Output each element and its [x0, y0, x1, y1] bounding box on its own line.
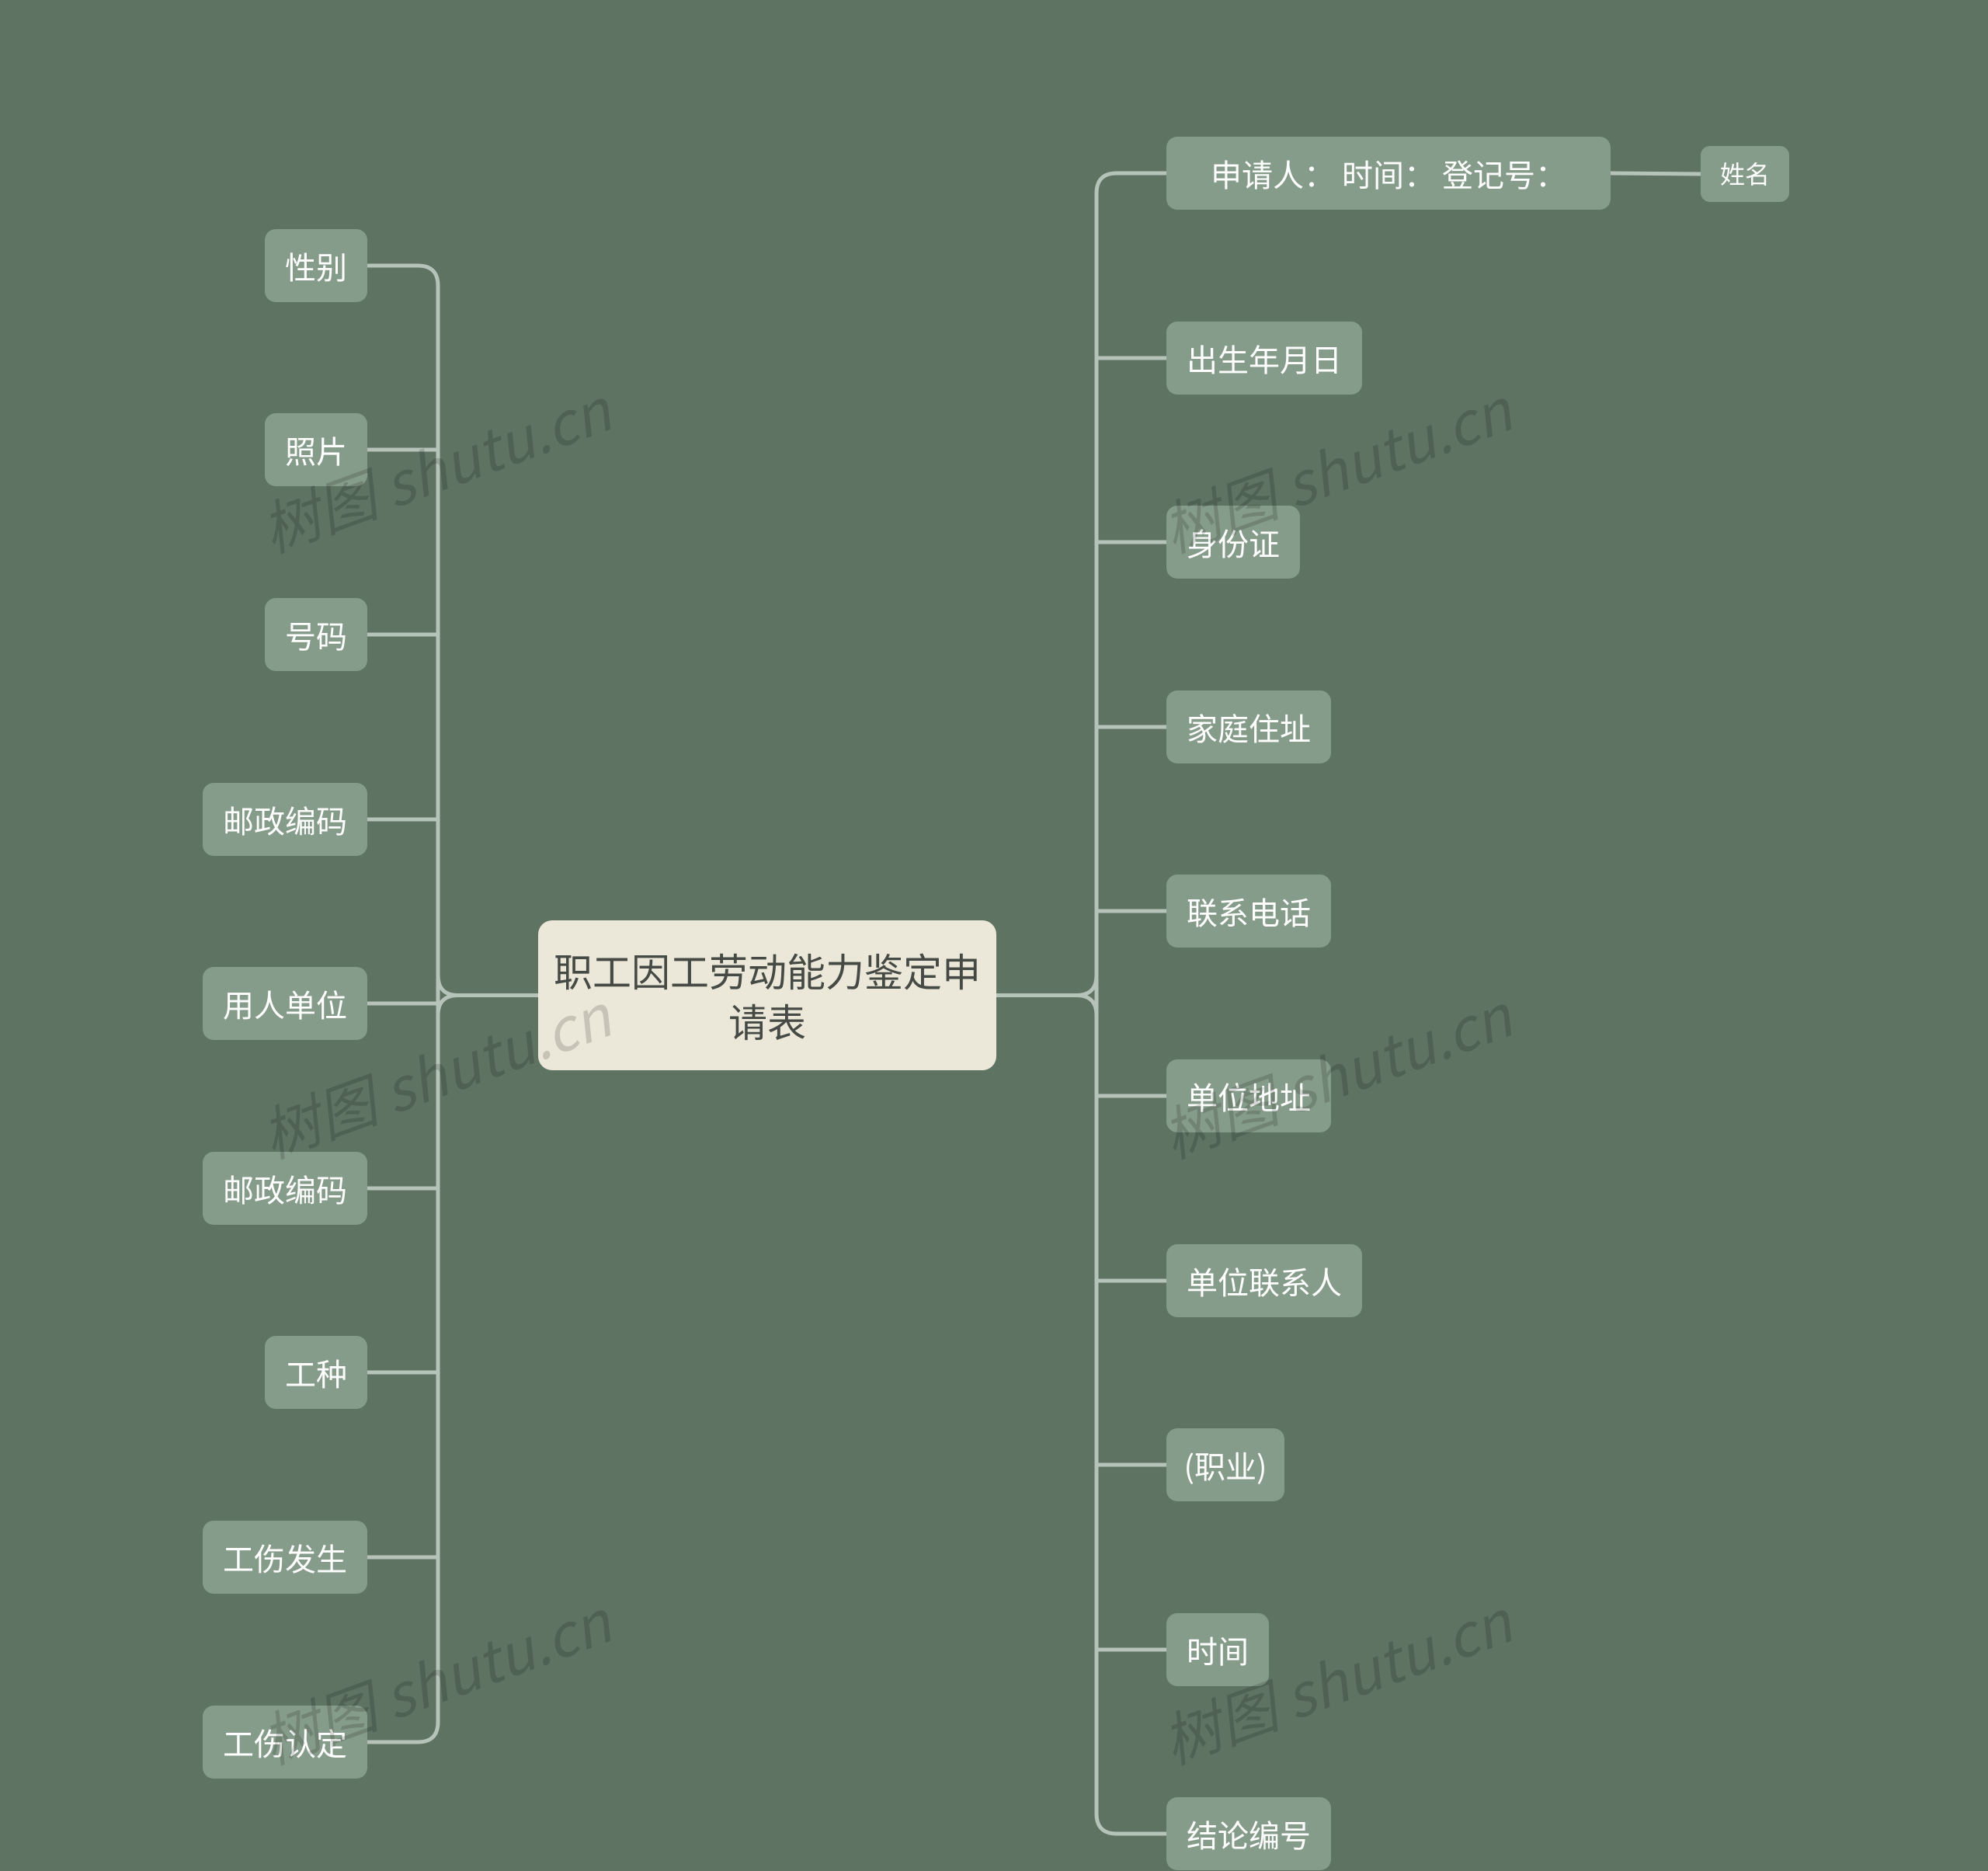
watermark-4: 树图 shutu.cn: [248, 1576, 621, 1780]
watermark-3: 树图 shutu.cn: [1149, 970, 1522, 1174]
watermark-layer: 树图 shutu.cn 树图 shutu.cn 树图 shutu.cn 树图 shut…: [0, 0, 1988, 1871]
watermark-0: 树图 shutu.cn: [248, 364, 621, 569]
watermark-5: 树图 shutu.cn: [1149, 1576, 1522, 1780]
mindmap-canvas: 职工因工劳动能力鉴定申 请表性别照片号码邮政编码用人单位邮政编码工种工伤发生工伤…: [0, 0, 1988, 1871]
watermark-1: 树图 shutu.cn: [1149, 364, 1522, 569]
watermark-2: 树图 shutu.cn: [248, 970, 621, 1174]
